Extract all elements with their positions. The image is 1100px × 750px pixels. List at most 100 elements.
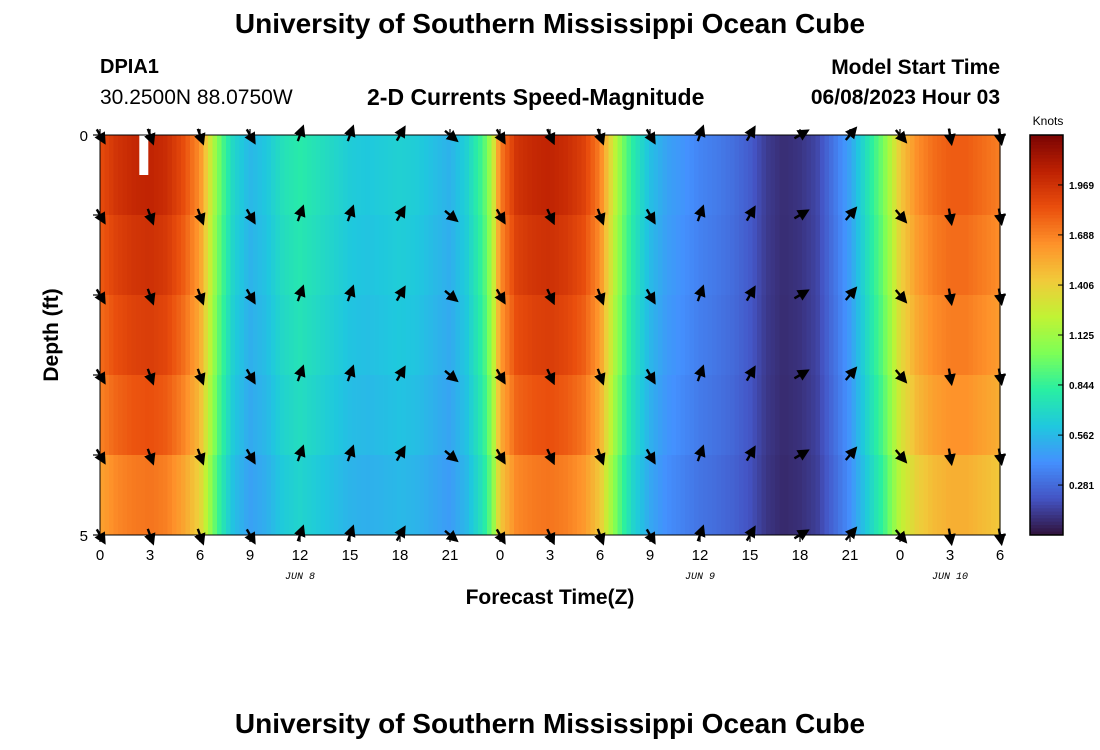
heatmap-cell — [991, 295, 997, 376]
heatmap-cell — [608, 375, 614, 456]
heatmap-cell — [950, 135, 956, 216]
heatmap-cell — [640, 135, 646, 216]
heatmap-cell — [532, 215, 538, 296]
heatmap-cell — [577, 455, 583, 536]
heatmap-cell — [550, 455, 556, 536]
heatmap-cell — [113, 295, 119, 376]
heatmap-cell — [392, 375, 398, 456]
heatmap-cell — [289, 455, 295, 536]
heatmap-cell — [815, 295, 821, 376]
heatmap-cell — [865, 455, 871, 536]
heatmap-cell — [343, 295, 349, 376]
heatmap-cell — [199, 215, 205, 296]
colorbar-tick-label: 0.562 — [1069, 431, 1094, 442]
heatmap-cell — [883, 215, 889, 296]
heatmap-cell — [604, 375, 610, 456]
heatmap-cell — [811, 215, 817, 296]
y-tick-label: 5 — [80, 528, 88, 545]
heatmap-cell — [293, 215, 299, 296]
heatmap-cell — [320, 455, 326, 536]
heatmap-cell — [469, 455, 475, 536]
heatmap-cell — [194, 215, 200, 296]
heatmap-cell — [644, 295, 650, 376]
heatmap-cell — [487, 295, 493, 376]
heatmap-cell — [779, 295, 785, 376]
current-vector-arrow — [544, 368, 556, 386]
heatmap-cell — [158, 455, 164, 536]
heatmap-cell — [631, 375, 637, 456]
heatmap-cell — [433, 135, 439, 216]
heatmap-cell — [136, 135, 142, 216]
heatmap-cell — [518, 295, 524, 376]
heatmap-cell — [910, 375, 916, 456]
heatmap-cell — [698, 135, 704, 216]
heatmap-cell — [140, 215, 146, 296]
colorbar-segment — [1030, 495, 1063, 499]
heatmap-cell — [167, 215, 173, 296]
heatmap-cell — [896, 135, 902, 216]
heatmap-cell — [280, 215, 286, 296]
heatmap-cell — [217, 375, 223, 456]
current-vector-arrow — [943, 368, 956, 387]
heatmap-cell — [986, 215, 992, 296]
heatmap-cell — [505, 295, 511, 376]
colorbar-segment — [1030, 138, 1063, 143]
heatmap-cell — [176, 135, 182, 216]
heatmap-cell — [698, 295, 704, 376]
heatmap-cell — [829, 215, 835, 296]
heatmap-cell — [185, 455, 191, 536]
heatmap-cell — [271, 375, 277, 456]
heatmap-cell — [613, 215, 619, 296]
heatmap-cell — [640, 455, 646, 536]
heatmap-cell — [482, 295, 488, 376]
heatmap-cell — [550, 135, 556, 216]
heatmap-cell — [190, 375, 196, 456]
current-vector-arrow — [444, 289, 459, 303]
heatmap-cell — [325, 455, 331, 536]
heatmap-cell — [793, 455, 799, 536]
heatmap-cell — [424, 135, 430, 216]
heatmap-cell — [761, 215, 767, 296]
colorbar-segment — [1030, 351, 1063, 356]
heatmap-cell — [986, 135, 992, 216]
heatmap-cell — [788, 375, 794, 456]
heatmap-cell — [986, 375, 992, 456]
heatmap-cell — [455, 135, 461, 216]
heatmap-cell — [257, 135, 263, 216]
heatmap-cell — [374, 295, 380, 376]
heatmap-cell — [865, 135, 871, 216]
heatmap-cell — [131, 135, 137, 216]
heatmap-cell — [343, 375, 349, 456]
heatmap-cell — [802, 375, 808, 456]
heatmap-cell — [532, 135, 538, 216]
heatmap-cell — [698, 455, 704, 536]
heatmap-cell — [487, 455, 493, 536]
heatmap-cell — [455, 215, 461, 296]
heatmap-cell — [397, 135, 403, 216]
heatmap-cell — [883, 375, 889, 456]
heatmap-cell — [833, 295, 839, 376]
heatmap-cell — [923, 455, 929, 536]
heatmap-cell — [136, 295, 142, 376]
heatmap-cell — [365, 295, 371, 376]
heatmap-cell — [482, 375, 488, 456]
heatmap-cell — [644, 375, 650, 456]
heatmap-cell — [230, 135, 236, 216]
colorbar-segment — [1030, 311, 1063, 316]
colorbar-segment — [1030, 178, 1063, 183]
day-label: JUN 9 — [685, 572, 715, 583]
heatmap-cell — [482, 215, 488, 296]
heatmap-cell — [824, 295, 830, 376]
x-tick-label: 0 — [896, 547, 904, 564]
heatmap-cell — [833, 375, 839, 456]
heatmap-cell — [577, 295, 583, 376]
heatmap-cell — [383, 135, 389, 216]
colorbar-segment — [1030, 348, 1063, 353]
heatmap-cell — [127, 375, 133, 456]
heatmap-cell — [491, 295, 497, 376]
heatmap-cell — [860, 455, 866, 536]
heatmap-cell — [559, 455, 565, 536]
heatmap-cell — [806, 135, 812, 216]
heatmap-cell — [401, 135, 407, 216]
heatmap-cell — [752, 375, 758, 456]
